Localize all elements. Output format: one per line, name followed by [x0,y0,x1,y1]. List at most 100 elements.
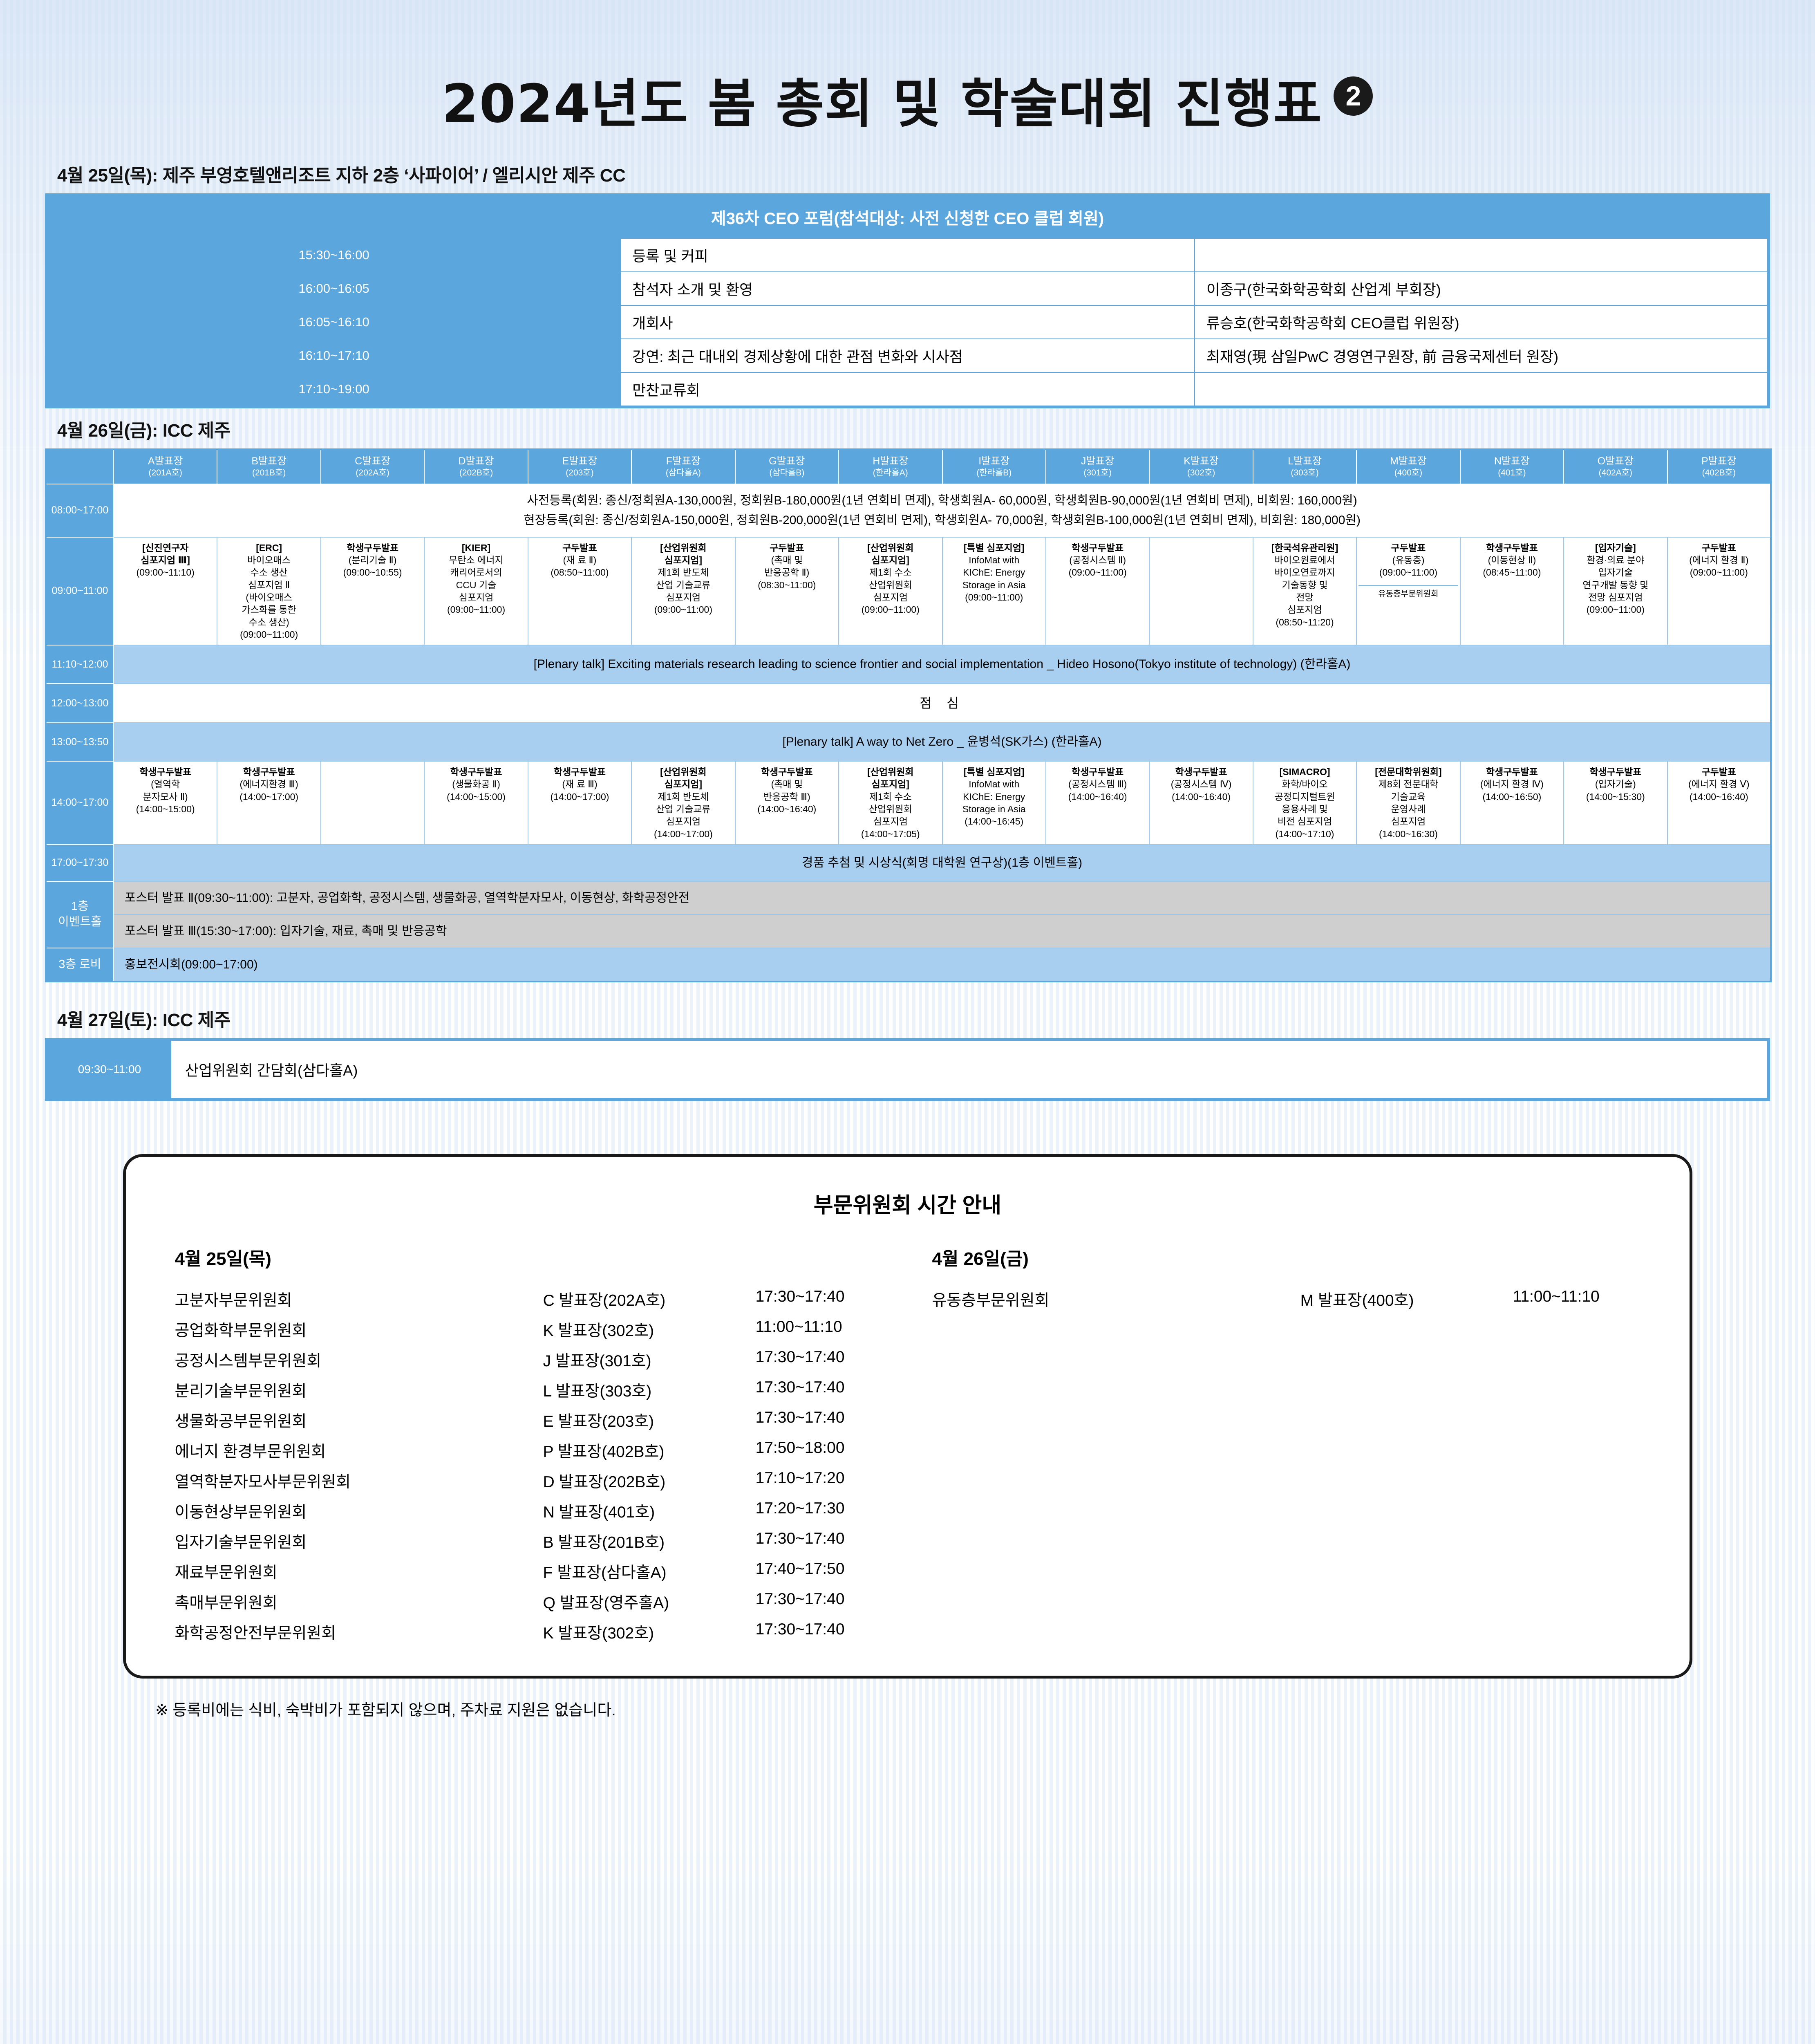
room-header-1: A발표장 (201A호) [113,449,218,484]
time-label: 14:00~17:00 [45,760,114,845]
committee-place: J 발표장(301호) [543,1352,651,1370]
session-body: 제1회 반도체 산업 기술교류 심포지엄 [656,791,711,827]
session-body: (열역학 분자모사 Ⅱ) [143,779,188,802]
morning-session-cell-7[interactable]: 구두발표 (촉매 및 반응공학 Ⅱ) (08:30~11:00) [734,536,839,646]
session-body: (에너지 환경 Ⅱ) [1689,554,1749,565]
session-title: 학생구두발표 [553,766,606,777]
session-time: (14:00~17:00) [550,791,609,802]
morning-session-cell-8[interactable]: [산업위원회 심포지엄] 제1회 수소 산업위원회 심포지엄 (09:00~11:00) [838,536,943,646]
plenary1-row: 11:10~12:00 [Plenary talk] Exciting mater… [45,645,1771,684]
ceo-band-row: 제36차 CEO 포럼(참석대상: 사전 신청한 CEO 클럽 회원) [46,194,1769,239]
morning-session-cell-10[interactable]: 학생구두발표 (공정시스템 Ⅱ) (09:00~11:00) [1045,536,1150,646]
ceo-speaker [1194,238,1769,272]
afternoon-session-row: 14:00~17:00 학생구두발표 (열역학 분자모사 Ⅱ) (14:00~15:00… [45,760,1772,845]
morning-session-cell-6[interactable]: [산업위원회 심포지엄] 제1회 반도체 산업 기술교류 심포지엄 (09:00~11:0… [631,536,736,646]
room-number: (삼다홀A) [665,468,701,478]
session-body: 바이오원료에서 바이오연료까지 기술동향 및 전망 심포지엄 [1274,554,1335,615]
morning-session-cell-15[interactable]: [입자기술] 환경·의료 분야 입자기술 연구개발 동향 및 전망 심포지엄 (09:00… [1563,536,1668,646]
room-number: (401호) [1498,468,1526,478]
session-time: (09:00~11:00) [240,629,298,640]
session-body: 바이오매스 수소 생산 심포지엄 Ⅱ (바이오매스 가스화를 통한 수소 생산) [242,554,296,628]
session-time: (14:00~16:40) [1172,791,1231,802]
morning-session-cell-9[interactable]: [특별 심포지엄] InfoMat with KIChE: Energy Storag… [942,536,1046,646]
session-time: (09:00~11:00) [861,604,920,615]
ceo-speaker: 이종구(한국화학공학회 산업계 부회장) [1194,271,1769,306]
grid-header-row: A발표장 (201A호) B발표장 (201B호) C발표장 (202A호) D발표장 (20… [45,449,1772,484]
afternoon-session-cell-10[interactable]: 학생구두발표 (공정시스템 Ⅲ) (14:00~16:40) [1045,760,1150,845]
poster-session-2: 포스터 발표 Ⅱ(09:30~11:00): 고분자, 공업화학, 공정시스템,… [113,881,1771,915]
committee-box-title: 부문위원회 시간 안내 [813,1194,1002,1218]
session-body: (이동현상 Ⅱ) [1488,554,1536,565]
table-row: 16:05~16:10 개회사 류승호(한국화학공학회 CEO클럽 위원장) [46,305,1769,339]
committee-info-box: 부문위원회 시간 안내 4월 25일(목) 고분자부문위원회 C 발표장(202A… [123,1154,1692,1679]
session-time: (09:00~10:55) [343,567,402,578]
page-title-block: 2024년도 봄 총회 및 학술대회 진행표 2 [45,0,1770,153]
afternoon-session-cell-16[interactable]: 구두발표 (에너지 환경 Ⅴ) (14:00~16:40) [1667,760,1772,845]
committee-time: 17:50~18:00 [755,1439,845,1457]
poster3-row: 포스터 발표 Ⅲ(15:30~17:00): 입자기술, 재료, 촉매 및 반응… [46,914,1771,948]
afternoon-session-cell-8[interactable]: [산업위원회 심포지엄] 제1회 수소 산업위원회 심포지엄 (14:00~17:05) [838,760,943,845]
committee-name: 생물화공부문위원회 [175,1413,307,1431]
afternoon-session-cell-3[interactable] [320,760,425,845]
afternoon-session-cell-14[interactable]: 학생구두발표 (에너지 환경 Ⅳ) (14:00~16:50) [1459,760,1564,845]
session-time: (09:00~11:10) [136,567,195,578]
morning-session-cell-16[interactable]: 구두발표 (에너지 환경 Ⅱ) (09:00~11:00) [1667,536,1772,646]
afternoon-session-cell-2[interactable]: 학생구두발표 (에너지환경 Ⅲ) (14:00~17:00) [217,760,321,845]
session-title: [KIER] [461,542,491,553]
session-title: 학생구두발표 [1486,542,1538,553]
committee-place: L 발표장(303호) [543,1383,652,1401]
afternoon-session-cell-15[interactable]: 학생구두발표 (입자기술) (14:00~15:30) [1563,760,1668,845]
session-time: (09:00~11:00) [654,604,712,615]
session-body: 제1회 수소 산업위원회 심포지엄 [868,567,912,603]
committee-name: 유동층부문위원회 [932,1292,1050,1310]
session-body: (생물화공 Ⅱ) [452,779,500,790]
room-number: (202A호) [356,468,389,478]
afternoon-session-cell-6[interactable]: [산업위원회 심포지엄] 제1회 반도체 산업 기술교류 심포지엄 (14:00~17:0… [631,760,736,845]
afternoon-session-cell-7[interactable]: 학생구두발표 (촉매 및 반응공학 Ⅲ) (14:00~16:40) [734,760,839,845]
room-header-9: I발표장 (한라홀B) [942,449,1046,484]
room-number: (400호) [1394,468,1423,478]
room-header-12: L발표장 (303호) [1252,449,1357,484]
committee-row: 에너지 환경부문위원회 P 발표장(402B호) 17:50~18:00 [175,1435,883,1466]
morning-session-cell-11[interactable] [1149,536,1253,646]
committee-time: 11:00~11:10 [755,1318,842,1336]
afternoon-session-cell-1[interactable]: 학생구두발표 (열역학 분자모사 Ⅱ) (14:00~15:00) [113,760,218,845]
room-number: (402B호) [1702,468,1736,478]
afternoon-session-cell-12[interactable]: [SIMACRO] 화학/바이오 공정디지털트윈 응용사례 및 비전 심포지엄 (14:0… [1252,760,1357,845]
morning-session-cell-1[interactable]: [신진연구자 심포지엄 Ⅲ] (09:00~11:10) [113,536,218,646]
afternoon-session-cell-11[interactable]: 학생구두발표 (공정시스템 Ⅳ) (14:00~16:40) [1149,760,1253,845]
session-time: (09:00~11:00) [447,604,506,615]
ceo-forum-table: 제36차 CEO 포럼(참석대상: 사전 신청한 CEO 클럽 회원) 15:3… [45,193,1770,408]
session-body: (공정시스템 Ⅱ) [1069,554,1126,565]
afternoon-session-cell-13[interactable]: [전문대학위원회] 제8회 전문대학 기술교육 운영사례 심포지엄 (14:00~16:3… [1356,760,1461,845]
lunch-label: 점 심 [113,683,1771,724]
session-time: (14:00~15:00) [447,791,506,802]
morning-session-cell-2[interactable]: [ERC] 바이오매스 수소 생산 심포지엄 Ⅱ (바이오매스 가스화를 통한 수소 생산)… [217,536,321,646]
morning-session-cell-4[interactable]: [KIER] 무탄소 에너지 캐리어로서의 CCU 기술 심포지엄 (09:00~11:0… [424,536,528,646]
time-label: 08:00~17:00 [45,483,114,538]
table-row: 09:30~11:00 산업위원회 간담회(삼다홀A) [46,1039,1769,1100]
room-number: (303호) [1291,468,1319,478]
table-row: 16:00~16:05 참석자 소개 및 환영 이종구(한국화학공학회 산업계 … [46,271,1769,306]
committee-place: P 발표장(402B호) [543,1443,665,1461]
table-row: 16:10~17:10 강연: 최근 대내외 경제상황에 대한 관점 변화와 시… [46,338,1769,373]
session-body: 제1회 수소 산업위원회 심포지엄 [868,791,912,827]
morning-session-cell-3[interactable]: 학생구두발표 (분리기술 Ⅱ) (09:00~10:55) [320,536,425,646]
room-header-15: O발표장 (402A호) [1563,449,1668,484]
morning-session-cell-13[interactable]: 구두발표 (유동층) (09:00~11:00) 유동층부문위원회 [1356,536,1461,646]
session-time: (14:00~16:30) [1379,828,1438,839]
plenary-talk-1: [Plenary talk] Exciting materials resear… [113,645,1771,684]
session-time: (14:00~17:10) [1275,828,1334,839]
morning-session-cell-5[interactable]: 구두발표 (재 료 Ⅱ) (08:50~11:00) [527,536,632,646]
morning-session-cell-12[interactable]: [한국석유관리원] 바이오원료에서 바이오연료까지 기술동향 및 전망 심포지엄 (08:5… [1252,536,1357,646]
morning-session-cell-14[interactable]: 학생구두발표 (이동현상 Ⅱ) (08:45~11:00) [1459,536,1564,646]
committee-day-label: 4월 25일(목) [175,1249,271,1269]
afternoon-session-cell-5[interactable]: 학생구두발표 (재 료 Ⅲ) (14:00~17:00) [527,760,632,845]
afternoon-session-cell-4[interactable]: 학생구두발표 (생물화공 Ⅱ) (14:00~15:00) [424,760,528,845]
room-header-4: D발표장 (202B호) [424,449,528,484]
afternoon-session-cell-9[interactable]: [특별 심포지엄] InfoMat with KIChE: Energy Storag… [942,760,1046,845]
day3-heading: 4월 27일(토): ICC 제주 [57,1010,231,1031]
ceo-speaker: 최재영(現 삼일PwC 경영연구원장, 前 금융국제센터 원장) [1194,338,1769,373]
committee-row: 재료부문위원회 F 발표장(삼다홀A) 17:40~17:50 [175,1556,883,1587]
